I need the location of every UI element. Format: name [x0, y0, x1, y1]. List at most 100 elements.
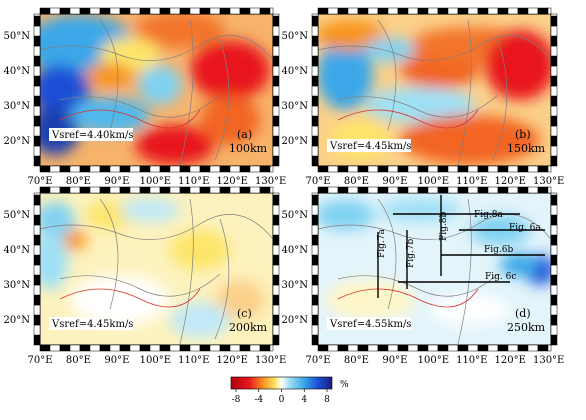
lon-tick-label: 120°E [217, 176, 248, 187]
frame-segment [272, 234, 280, 246]
depth-label-c: 200km [229, 321, 268, 334]
frame-segment [407, 165, 419, 173]
frame-segment [547, 165, 552, 173]
frame-segment [347, 7, 359, 15]
frame-segment [272, 65, 280, 77]
frame-segment [537, 7, 549, 15]
frame-segment [311, 284, 319, 296]
frame-segment [59, 186, 71, 194]
frame-segment [367, 165, 379, 173]
frame-segment [547, 7, 552, 15]
colorbar-tick-label: 8 [324, 395, 330, 405]
frame-segment [149, 344, 161, 352]
frame-segment [497, 7, 509, 15]
frame-segment [69, 344, 81, 352]
frame-segment [33, 115, 41, 127]
frame-segment [109, 165, 121, 173]
lon-tick-label: 100°E [140, 355, 171, 366]
frame-segment [311, 192, 319, 196]
frame-segment [550, 324, 558, 336]
frame-segment [550, 294, 558, 306]
frame-segment [33, 284, 41, 296]
frame-segment [33, 65, 41, 77]
frame-segment [269, 165, 274, 173]
frame-segment [427, 344, 439, 352]
frame-segment [311, 145, 319, 157]
frame-segment [209, 7, 221, 15]
frame-segment [447, 344, 459, 352]
frame-segment [311, 204, 319, 216]
frame-segment [272, 194, 280, 206]
frame-segment [272, 314, 280, 326]
frame-segment [347, 165, 359, 173]
frame-segment [447, 186, 459, 194]
lon-tick-label: 120°E [495, 176, 526, 187]
frame-segment [311, 105, 319, 117]
frame-segment [272, 155, 280, 167]
lon-tick-label: 80°E [344, 355, 369, 366]
frame-segment [507, 165, 519, 173]
frame-segment [272, 115, 280, 127]
frame-segment [427, 165, 439, 173]
lon-tick-label: 100°E [140, 176, 171, 187]
panel-label-d: Vsref=4.55km/s (d) 250km [327, 307, 546, 334]
lon-tick-label: 90°E [382, 355, 407, 366]
frame-segment [407, 186, 419, 194]
lon-tick-label: 90°E [382, 176, 407, 187]
panel-label-a: Vsref=4.40km/s (a) 100km [49, 128, 268, 155]
lat-tick-label: 30°N [4, 101, 31, 112]
frame-segment [547, 344, 552, 352]
frame-segment [272, 35, 280, 47]
frame-segment [239, 7, 251, 15]
frame-segment [33, 55, 41, 67]
frame-segment [159, 186, 171, 194]
frame-segment [311, 224, 319, 236]
frame-segment [417, 165, 429, 173]
frame-segment [259, 165, 271, 173]
frame-segment [33, 254, 41, 266]
profile-label-fig8b: Fig.8b [439, 212, 449, 241]
frame-segment [272, 334, 280, 346]
frame-segment [550, 135, 558, 147]
frame-segment [199, 7, 211, 15]
frame-segment [39, 165, 51, 173]
frame-segment [139, 165, 151, 173]
frame-segment [367, 7, 379, 15]
frame-segment [69, 165, 81, 173]
frame-segment [272, 264, 280, 276]
profile-label-fig6a: Fig. 6a [509, 223, 541, 233]
frame-segment [311, 274, 319, 286]
frame-segment [272, 45, 280, 57]
frame-segment [517, 7, 529, 15]
frame-segment [467, 165, 479, 173]
frame-segment [311, 13, 319, 17]
frame-segment [33, 234, 41, 246]
frame-segment [33, 274, 41, 286]
frame-segment [199, 186, 211, 194]
lat-tick-label: 40°N [282, 245, 309, 256]
frame-segment [269, 186, 274, 194]
frame-segment [89, 165, 101, 173]
panel-label-b-text: (b) [515, 128, 531, 141]
panel-label-d-text: (d) [515, 307, 531, 320]
frame-segment [550, 145, 558, 157]
lat-tick-label: 50°N [4, 210, 31, 221]
frame-segment [209, 186, 221, 194]
frame-segment [477, 186, 489, 194]
frame-segment [497, 186, 509, 194]
lat-tick-label: 20°N [4, 136, 31, 147]
lon-tick-label: 90°E [104, 176, 129, 187]
frame-segment [550, 192, 558, 196]
lat-tick-label: 50°N [4, 31, 31, 42]
frame-segment [417, 7, 429, 15]
frame-segment [39, 7, 51, 15]
frame-segment [33, 324, 41, 336]
frame-segment [337, 344, 349, 352]
panel-label-a-text: (a) [237, 128, 252, 141]
frame-segment [397, 186, 409, 194]
frame-segment [119, 7, 131, 15]
frame-segment [89, 186, 101, 194]
frame-segment [311, 155, 319, 167]
frame-segment [33, 45, 41, 57]
